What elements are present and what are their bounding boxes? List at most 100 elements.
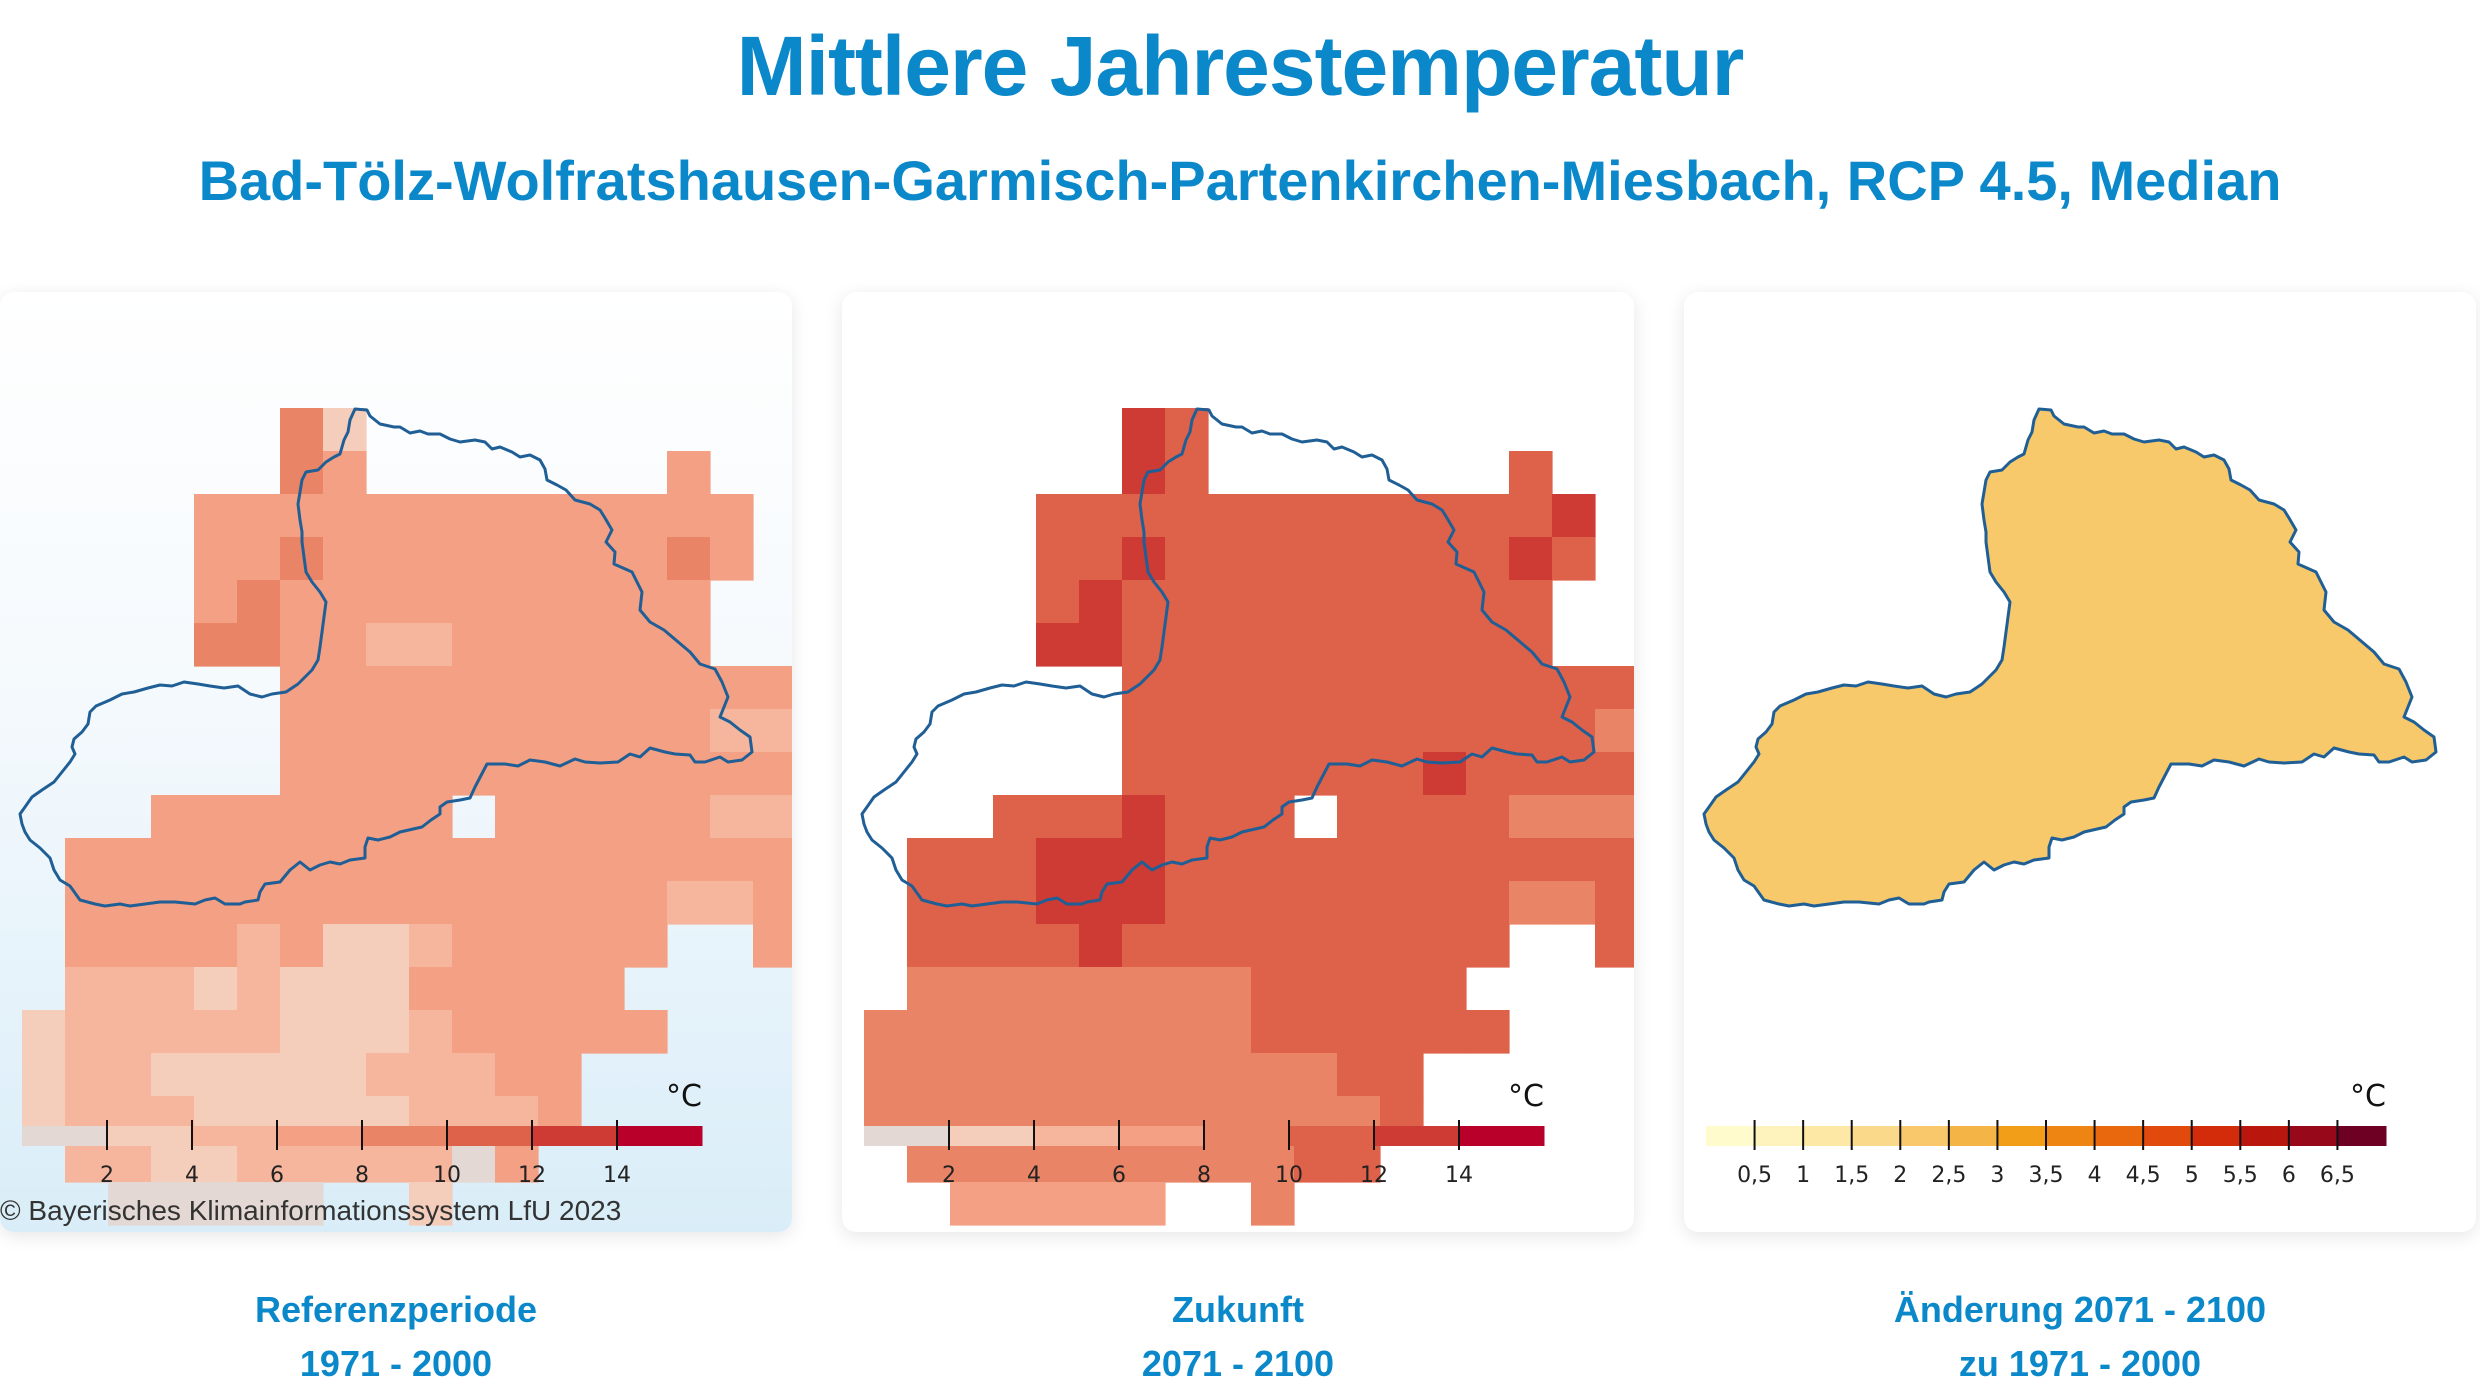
grid-cell <box>1552 709 1596 753</box>
grid-cell <box>624 1010 668 1054</box>
grid-cell <box>280 623 324 667</box>
grid-cell <box>1294 580 1338 624</box>
grid-cell <box>1380 537 1424 581</box>
legend-tick-label: 1,5 <box>1834 1163 1869 1188</box>
grid-cell <box>950 967 994 1011</box>
grid-cell <box>1036 838 1080 882</box>
grid-cell <box>538 709 582 753</box>
grid-cell <box>194 924 238 968</box>
grid-cell <box>1595 795 1634 839</box>
legend-unit: °C <box>1508 1079 1544 1114</box>
grid-cell <box>1079 924 1123 968</box>
grid-cell <box>1208 709 1252 753</box>
grid-cell <box>1294 881 1338 925</box>
grid-cell <box>950 1182 994 1226</box>
legend-tick-label: 6,5 <box>2320 1163 2355 1188</box>
grid-cell <box>151 795 195 839</box>
grid-cell <box>1079 494 1123 538</box>
grid-cell <box>1208 967 1252 1011</box>
grid-cell <box>280 924 324 968</box>
legend-swatch <box>362 1126 448 1146</box>
grid-cell <box>366 494 410 538</box>
grid-cell <box>409 1139 453 1183</box>
grid-cell <box>1337 666 1381 710</box>
grid-cell <box>1251 1010 1295 1054</box>
grid-cells <box>1704 409 2436 906</box>
legend-tick-label: 10 <box>433 1163 461 1188</box>
grid-cell <box>1165 1010 1209 1054</box>
grid-cell <box>409 881 453 925</box>
grid-cell <box>667 709 711 753</box>
grid-cell <box>194 1139 238 1183</box>
grid-cell <box>538 666 582 710</box>
grid-cell <box>710 709 754 753</box>
legend-swatch <box>1803 1126 1853 1146</box>
grid-cell <box>1595 666 1634 710</box>
grid-cell <box>753 795 792 839</box>
grid-cell <box>1509 451 1553 495</box>
colorbar-legend: 2 4 6 8 10 12 14 °C <box>864 1079 1545 1188</box>
legend-tick-label: 5 <box>2185 1163 2199 1188</box>
grid-cell <box>1208 924 1252 968</box>
grid-cell <box>581 795 625 839</box>
grid-cell <box>1251 709 1295 753</box>
grid-cell <box>1380 881 1424 925</box>
grid-cell <box>710 795 754 839</box>
grid-cell <box>1165 709 1209 753</box>
grid-cell <box>366 881 410 925</box>
grid-cell <box>237 580 281 624</box>
grid-cell <box>1208 1139 1252 1183</box>
legend-tick-label: 12 <box>518 1163 546 1188</box>
grid-cell <box>151 1182 195 1226</box>
map-reference: 2 4 6 8 10 12 14 °C <box>18 407 792 1226</box>
grid-cell <box>323 537 367 581</box>
grid-cell <box>1036 494 1080 538</box>
grid-cell <box>1122 1139 1166 1183</box>
grid-cell <box>1208 1053 1252 1097</box>
grid-cell <box>65 1010 109 1054</box>
grid-cell <box>323 795 367 839</box>
grid-cell <box>366 967 410 1011</box>
grid-cell <box>993 967 1037 1011</box>
grid-cell <box>907 967 951 1011</box>
grid-cell <box>1423 752 1467 796</box>
grid-cell <box>1380 795 1424 839</box>
grid-cell <box>280 1139 324 1183</box>
colorbar-legend: 2 4 6 8 10 12 14 °C <box>22 1079 703 1188</box>
grid-cell <box>1165 580 1209 624</box>
grid-cell <box>280 752 324 796</box>
grid-cell <box>452 709 496 753</box>
grid-cell <box>624 537 668 581</box>
grid-cell <box>624 924 668 968</box>
caption-change-line2: zu 1971 - 2000 <box>1958 1343 2202 1384</box>
grid-cell <box>280 709 324 753</box>
grid-cell <box>280 666 324 710</box>
grid-cell <box>624 494 668 538</box>
grid-cell <box>280 1182 324 1226</box>
legend-tick-label: 4 <box>1027 1163 1041 1188</box>
legend-tick-label: 14 <box>603 1163 631 1188</box>
grid-cell <box>194 580 238 624</box>
grid-cell <box>993 924 1037 968</box>
legend-swatch <box>532 1126 618 1146</box>
grid-cell <box>581 623 625 667</box>
grid-cell <box>667 623 711 667</box>
grid-cell <box>1509 795 1553 839</box>
grid-cell <box>323 1010 367 1054</box>
grid-cell <box>1337 537 1381 581</box>
legend-swatch <box>1459 1126 1545 1146</box>
grid-cell <box>1294 924 1338 968</box>
grid-cell <box>581 881 625 925</box>
grid-cell <box>1294 838 1338 882</box>
grid-cell <box>1337 967 1381 1011</box>
legend-tick-label: 12 <box>1360 1163 1388 1188</box>
grid-cell <box>1509 580 1553 624</box>
grid-cell <box>1208 537 1252 581</box>
grid-cell <box>1165 752 1209 796</box>
caption-future-line1: Zukunft <box>1172 1289 1304 1330</box>
legend-tick-label: 1 <box>1796 1163 1810 1188</box>
grid-cell <box>753 709 792 753</box>
grid-cell <box>1337 838 1381 882</box>
grid-cell <box>495 967 539 1011</box>
grid-cell <box>495 752 539 796</box>
